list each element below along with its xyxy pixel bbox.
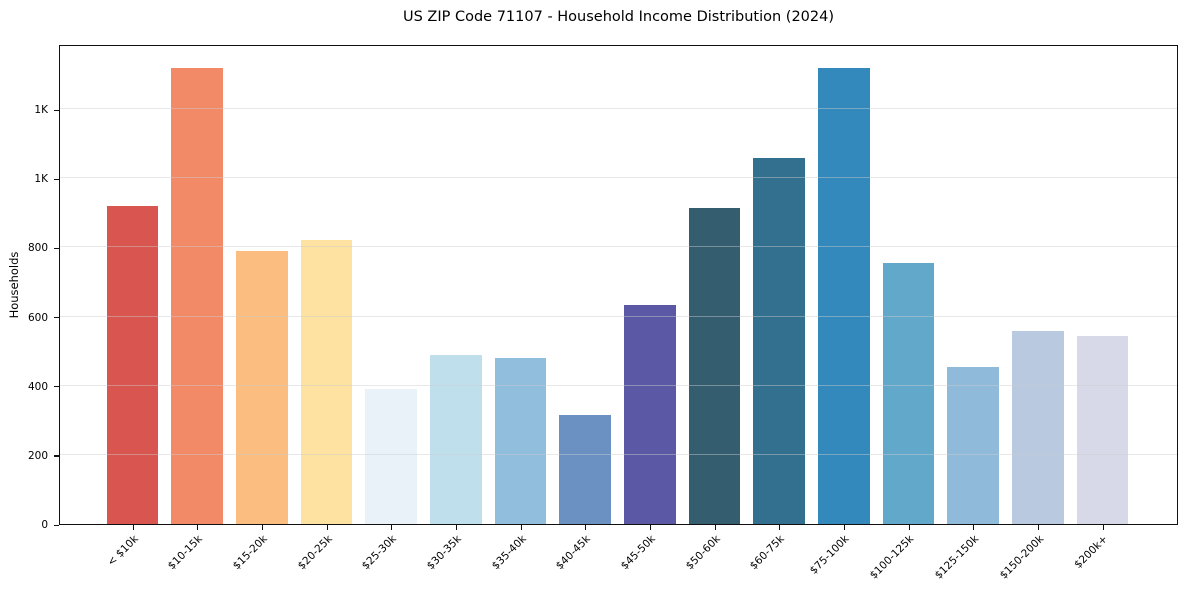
- x-tick-mark: [520, 525, 522, 530]
- bar-150-200k: [1012, 331, 1064, 524]
- y-tick-label: 400: [27, 380, 48, 393]
- x-tick-label: $150-200k: [997, 533, 1046, 582]
- x-tick-mark: [843, 525, 846, 530]
- gridline-800: [60, 246, 1177, 248]
- x-tick-mark: [973, 525, 975, 530]
- x-tick-mark: [908, 525, 910, 530]
- y-tick-label: 1K: [34, 104, 48, 116]
- x-tick-mark: [1037, 525, 1040, 530]
- x-tick-label: $30-35k: [424, 533, 464, 573]
- x-tick-label: $60-75k: [748, 533, 788, 573]
- bar-25-30k: [365, 389, 417, 524]
- x-tick-mark: [455, 525, 458, 530]
- x-tick-label: < $10k: [104, 533, 141, 569]
- x-tick-mark: [1102, 525, 1104, 530]
- bar-125-150k: [947, 367, 999, 524]
- gridline-1200: [60, 108, 1177, 109]
- x-tick-label: $45-50k: [618, 533, 658, 573]
- x-tick-mark: [197, 525, 199, 530]
- y-tick-label: 200: [27, 449, 48, 462]
- y-tick-mark: [54, 317, 59, 319]
- x-tick-label: $40-45k: [554, 533, 594, 573]
- y-axis-label: Households: [7, 251, 21, 319]
- gridline-400: [60, 384, 1177, 386]
- x-tick-mark: [261, 525, 264, 530]
- y-tick-label: 0: [41, 519, 48, 531]
- x-tick-mark: [326, 525, 328, 530]
- y-tick-mark: [54, 455, 59, 457]
- x-tick-mark: [714, 525, 716, 530]
- x-tick-label: $200k+: [1072, 533, 1111, 571]
- y-tick-mark: [54, 524, 59, 526]
- x-tick-label: $50-60k: [683, 533, 723, 573]
- gridline-1000: [60, 177, 1177, 179]
- y-tick-mark: [54, 109, 59, 111]
- y-tick-label: 800: [27, 242, 48, 255]
- bar-10k: [106, 206, 159, 524]
- bar-100-125k: [882, 263, 935, 524]
- x-tick-label: $15-20k: [230, 533, 270, 573]
- x-tick-label: $125-150k: [932, 533, 982, 582]
- x-tick-label: $75-100k: [808, 533, 852, 577]
- bar-60-75k: [753, 158, 805, 524]
- y-tick-mark: [54, 247, 59, 250]
- x-tick-label: $100-125k: [867, 533, 917, 582]
- bar-20-25k: [300, 240, 353, 524]
- x-tick-label: $25-30k: [360, 533, 400, 573]
- x-tick-mark: [391, 525, 393, 530]
- chart-title: US ZIP Code 71107 - Household Income Dis…: [402, 9, 835, 25]
- x-tick-label: $35-40k: [489, 533, 529, 573]
- plot-area: [59, 45, 1178, 525]
- bar-45-50k: [624, 305, 676, 524]
- bar-75-100k: [818, 68, 870, 524]
- y-tick-mark: [54, 178, 59, 180]
- x-tick-mark: [585, 525, 587, 530]
- x-tick-mark: [779, 525, 781, 530]
- bar-200k: [1076, 336, 1129, 524]
- x-tick-label: $20-25k: [295, 533, 335, 573]
- bar-50-60k: [688, 208, 741, 524]
- y-tick-mark: [54, 386, 59, 388]
- y-tick-label: 600: [27, 311, 48, 324]
- x-tick-mark: [649, 525, 652, 530]
- gridline-600: [60, 315, 1177, 317]
- bar-30-35k: [430, 355, 482, 524]
- bar-40-45k: [559, 415, 611, 524]
- bar-10-15k: [171, 68, 223, 524]
- bar-35-40k: [494, 358, 547, 524]
- bar-15-20k: [236, 251, 288, 524]
- gridline-200: [60, 453, 1177, 455]
- x-tick-label: $10-15k: [166, 533, 206, 573]
- y-tick-label: 1K: [34, 173, 48, 186]
- x-tick-mark: [132, 525, 134, 530]
